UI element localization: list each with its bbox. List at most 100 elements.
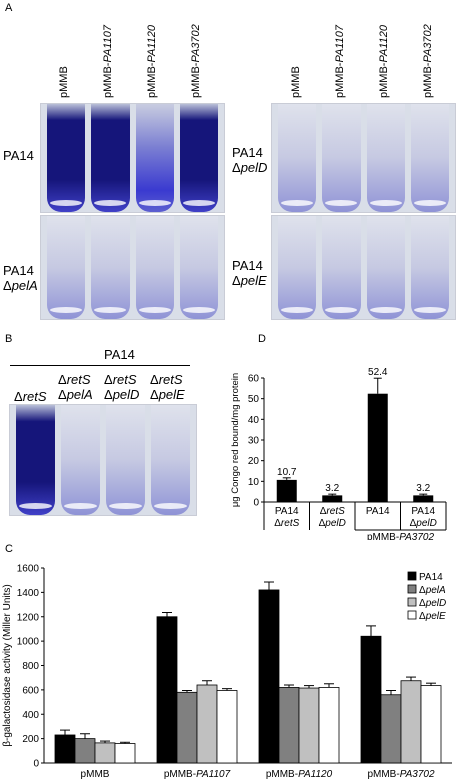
y-tick-label: 60 bbox=[248, 374, 260, 385]
tube bbox=[135, 216, 174, 319]
y-tick-label: 1000 bbox=[17, 637, 40, 648]
panel-b-photo bbox=[9, 404, 197, 516]
data-label: 3.2 bbox=[325, 483, 339, 494]
tube bbox=[322, 104, 361, 212]
panel-a-col-label-8: pMMB-PA3702 bbox=[422, 24, 434, 98]
data-label: 3.2 bbox=[416, 483, 430, 494]
bar bbox=[114, 743, 136, 764]
y-tick-label: 600 bbox=[22, 685, 39, 696]
panel-a-col-label-2: pMMB-PA1107 bbox=[102, 25, 114, 98]
panel-a-col-label-1: pMMB bbox=[58, 66, 70, 98]
bar bbox=[54, 734, 76, 764]
x-tick-label: ΔpelD bbox=[410, 518, 437, 529]
bar bbox=[360, 635, 382, 764]
y-tick-label: 1400 bbox=[17, 588, 40, 599]
x-tick-label: pMMB bbox=[81, 769, 110, 780]
panel-b-col-4: ΔretS ΔpelE bbox=[150, 372, 185, 402]
y-tick-label: 30 bbox=[248, 436, 260, 447]
panel-a-photo-pa14-pelA bbox=[40, 215, 225, 320]
bar bbox=[74, 738, 96, 764]
panel-b-col-3: ΔretS ΔpelD bbox=[104, 372, 140, 402]
y-axis-label: μg Congo red bound/mg protein bbox=[230, 373, 241, 507]
panel-b-letter: B bbox=[5, 333, 13, 345]
legend-swatch bbox=[407, 584, 417, 594]
y-tick-label: 40 bbox=[248, 415, 260, 426]
tube bbox=[179, 216, 218, 319]
panel-a-strain-bottom-left: PA14 ΔpelA bbox=[3, 263, 38, 293]
bar bbox=[420, 685, 442, 764]
bar bbox=[367, 393, 388, 502]
bar bbox=[156, 616, 178, 764]
panel-c-chart: 0 200 400 600 800 1000 1200 1400 1600 β-galactosi… bbox=[2, 564, 452, 780]
y-tick-label: 50 bbox=[248, 394, 260, 405]
bar bbox=[400, 680, 422, 764]
tube bbox=[366, 216, 405, 319]
tube bbox=[410, 216, 449, 319]
panel-a-col-label-5: pMMB bbox=[290, 66, 302, 98]
panel-c-letter: C bbox=[5, 543, 13, 555]
panel-a-letter: A bbox=[5, 2, 13, 14]
bar bbox=[176, 691, 198, 764]
panel-d-chart: 0 10 20 30 40 50 60 μg Congo red bound/mg prote… bbox=[230, 367, 447, 540]
y-tick-label: 0 bbox=[253, 498, 259, 509]
x-tick-label: ΔpelD bbox=[319, 518, 346, 529]
legend-label: ΔpelD bbox=[419, 598, 446, 609]
tube bbox=[410, 104, 449, 212]
bar bbox=[258, 589, 280, 764]
bar bbox=[380, 694, 402, 764]
panel-a-strain-top-left: PA14 bbox=[3, 148, 34, 163]
panel-a-strain-bottom-right: PA14 ΔpelE bbox=[232, 258, 267, 288]
panel-b-header: PA14 bbox=[104, 347, 135, 362]
bar bbox=[276, 479, 297, 502]
y-tick-label: 1200 bbox=[17, 612, 40, 623]
panel-b-header-line bbox=[10, 365, 190, 366]
panel-a-col-label-4: pMMB-PA3702 bbox=[190, 24, 202, 98]
tube bbox=[91, 104, 130, 212]
panel-b-col-1: ΔretS bbox=[14, 389, 47, 404]
tube bbox=[278, 216, 317, 319]
x-tick-label: pMMB-PA3702 bbox=[367, 769, 435, 780]
tube bbox=[366, 104, 405, 212]
x-tick-label: PA14 bbox=[366, 506, 390, 517]
bar bbox=[196, 684, 218, 764]
tube bbox=[16, 405, 55, 515]
panel-a-photo-pa14 bbox=[40, 103, 225, 213]
panel-a-col-label-7: pMMB-PA1120 bbox=[378, 25, 390, 98]
data-label: 52.4 bbox=[368, 367, 388, 378]
x-tick-label: PA14 bbox=[275, 506, 299, 517]
bar bbox=[216, 690, 238, 764]
y-tick-label: 0 bbox=[33, 759, 39, 770]
legend-label: PA14 bbox=[419, 572, 443, 583]
tube bbox=[151, 405, 190, 515]
panel-a-photo-pa14-pelD bbox=[271, 103, 456, 213]
panel-a-strain-top-right: PA14 ΔpelD bbox=[232, 145, 268, 175]
y-axis-label: β-galactosidase activity (Miller Units) bbox=[2, 584, 13, 746]
y-tick-label: 200 bbox=[22, 734, 39, 745]
y-tick-label: 10 bbox=[248, 477, 260, 488]
y-tick-label: 20 bbox=[248, 456, 260, 467]
legend-swatch bbox=[407, 597, 417, 607]
data-label: 10.7 bbox=[277, 467, 297, 478]
tube bbox=[179, 104, 218, 212]
tube bbox=[47, 104, 86, 212]
legend-swatch bbox=[407, 610, 417, 620]
x-tick-label: pMMB-PA1120 bbox=[266, 769, 333, 780]
panel-b-col-2: ΔretS ΔpelA bbox=[58, 372, 93, 402]
y-tick-label: 1600 bbox=[17, 564, 40, 575]
y-tick-label: 400 bbox=[22, 710, 39, 721]
tube bbox=[47, 216, 86, 319]
tube bbox=[278, 104, 317, 212]
tube bbox=[322, 216, 361, 319]
panel-a-photo-pa14-pelE bbox=[271, 215, 456, 320]
tube bbox=[61, 405, 100, 515]
legend-label: ΔpelA bbox=[419, 585, 446, 596]
x-tick-label: pMMB-PA1107 bbox=[164, 769, 231, 780]
tube bbox=[135, 104, 174, 212]
legend-swatch bbox=[407, 571, 417, 581]
y-tick-label: 800 bbox=[22, 661, 39, 672]
bar bbox=[278, 687, 300, 764]
tube bbox=[106, 405, 145, 515]
x-tick-label: PA14 bbox=[411, 506, 435, 517]
legend-label: ΔpelE bbox=[419, 611, 446, 622]
bar bbox=[322, 495, 343, 502]
